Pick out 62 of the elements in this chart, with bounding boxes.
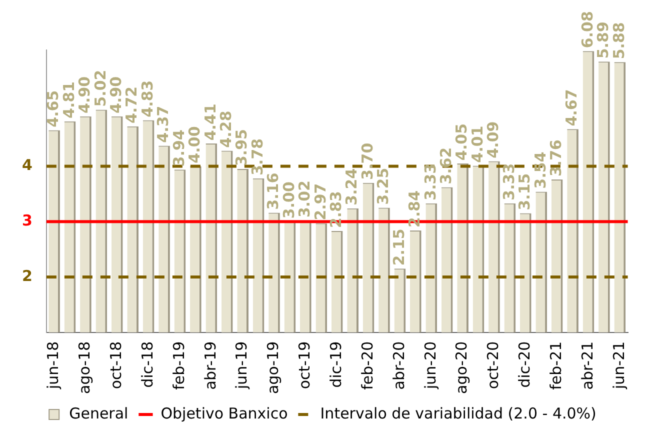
data-label: 4.05 (452, 123, 471, 160)
x-tick-label: feb-19 (170, 341, 188, 390)
x-tick-label: abr-21 (578, 341, 596, 390)
data-label: 3.94 (170, 130, 188, 167)
data-label: 2.97 (311, 183, 330, 220)
x-tick-label: dic-18 (138, 341, 156, 388)
x-tick-label: oct-18 (107, 341, 126, 390)
data-label: 3.76 (546, 140, 565, 177)
x-tick-label: abr-19 (201, 341, 220, 390)
data-label: 3.24 (342, 168, 361, 206)
legend-label: Objetivo Banxico (160, 404, 288, 422)
y-tick-label: 4 (22, 156, 32, 174)
data-label: 3.78 (248, 138, 266, 176)
x-tick-label: oct-20 (484, 341, 502, 390)
data-label: 3.33 (421, 163, 440, 200)
data-label: 3.62 (436, 147, 455, 184)
data-label: 4.01 (468, 126, 486, 163)
data-label: 4.65 (44, 90, 62, 128)
x-tick-label: ago-20 (452, 341, 471, 394)
y-tick-label: 3 (22, 212, 32, 230)
data-label: 3.00 (280, 182, 298, 219)
data-label: 3.15 (516, 173, 534, 210)
data-label: 3.16 (264, 172, 282, 210)
x-tick-label: dic-19 (326, 341, 345, 388)
data-label: 3.70 (358, 142, 376, 180)
data-label: 5.89 (594, 22, 612, 59)
data-label: 2.83 (326, 191, 345, 228)
x-tick-label: jun-20 (421, 341, 440, 390)
x-tick-label: ago-19 (264, 341, 282, 394)
legend-label: Intervalo de variabilidad (2.0 - 4.0%) (320, 404, 596, 422)
data-label: 3.25 (374, 168, 392, 205)
data-label: 4.41 (201, 104, 220, 141)
data-label: 3.54 (531, 152, 550, 189)
data-label: 2.15 (390, 228, 408, 266)
data-label: 6.08 (578, 11, 596, 48)
x-tick-label: jun-18 (44, 341, 62, 390)
data-label: 4.72 (122, 86, 141, 124)
data-label: 2.84 (406, 190, 424, 228)
data-label: 5.88 (610, 22, 628, 60)
x-tick-label: feb-21 (546, 341, 565, 390)
data-label: 3.02 (296, 180, 314, 218)
x-tick-label: jun-19 (232, 341, 251, 390)
data-label: 4.37 (154, 106, 172, 143)
data-label: 4.00 (186, 126, 204, 164)
x-tick-label: dic-20 (516, 341, 534, 388)
x-tick-label: jun-21 (610, 341, 628, 390)
data-label: 4.83 (138, 80, 156, 118)
x-tick-label: oct-19 (296, 341, 314, 390)
x-tick-label: abr-20 (390, 341, 408, 390)
x-tick-label: ago-18 (76, 341, 94, 394)
data-label: 4.90 (76, 76, 94, 114)
data-label: 4.67 (562, 89, 581, 126)
data-label: 4.09 (484, 121, 502, 158)
data-label: 4.28 (217, 110, 236, 148)
data-label: 4.81 (60, 81, 78, 118)
y-tick-label: 2 (22, 266, 32, 285)
data-label: 3.33 (500, 163, 518, 200)
data-label: 3.95 (232, 129, 251, 166)
legend-label: General (69, 404, 128, 422)
data-label: 5.02 (91, 70, 110, 107)
x-tick-label: feb-20 (358, 341, 376, 390)
data-label: 4.90 (107, 76, 126, 114)
